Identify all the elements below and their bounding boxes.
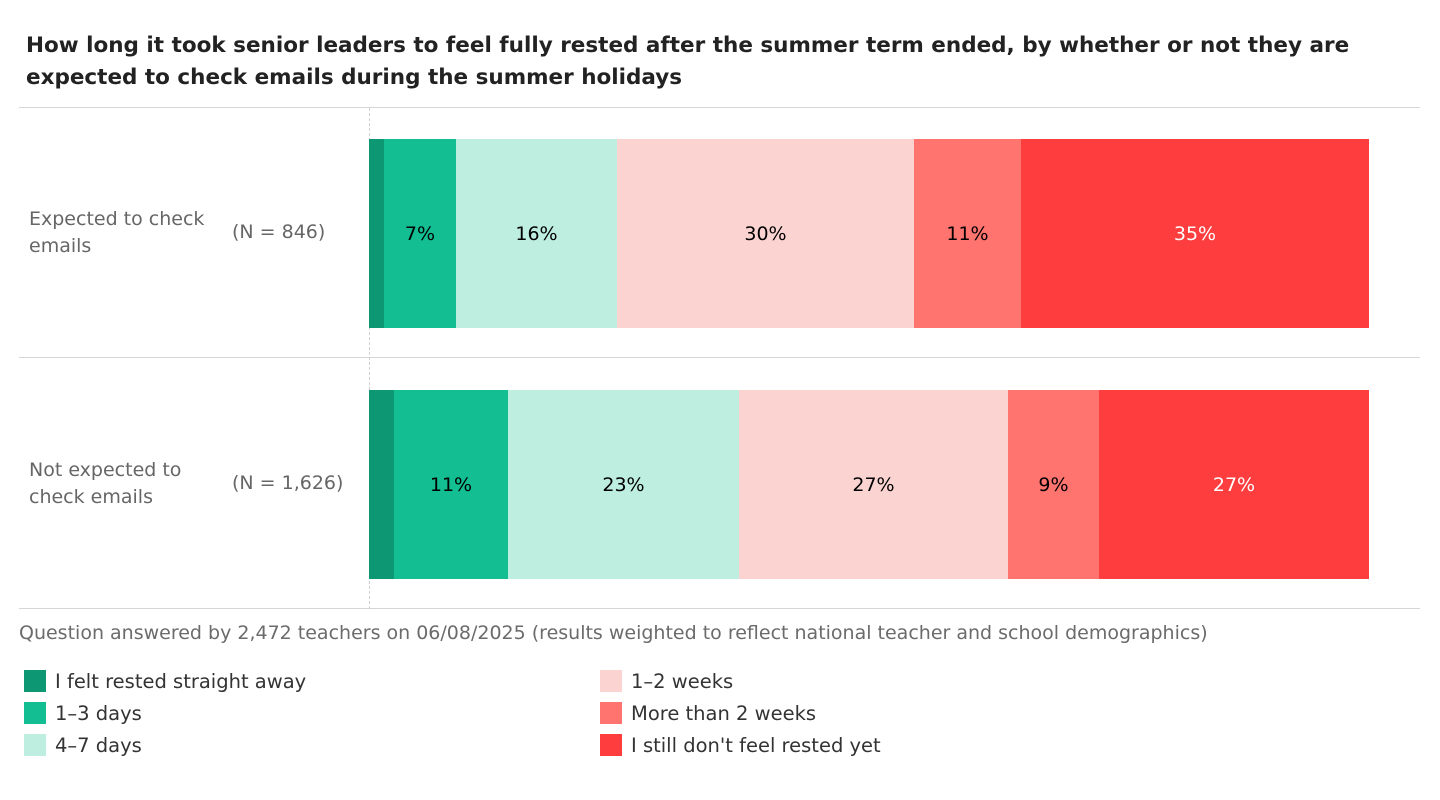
row-divider <box>19 357 1420 358</box>
legend-swatch <box>24 702 46 724</box>
legend-swatch <box>600 670 622 692</box>
bar-segment: 35% <box>1021 139 1369 328</box>
legend-item: More than 2 weeks <box>600 701 816 725</box>
legend-label: 1–2 weeks <box>631 669 734 693</box>
bar-segment: 11% <box>394 390 508 579</box>
legend-swatch <box>24 734 46 756</box>
bar-segment: 7% <box>384 139 456 328</box>
bar-row-not-expected: 11% 23% 27% 9% 27% <box>369 390 1369 579</box>
category-label-not-expected: Not expected to check emails <box>29 459 182 508</box>
legend-item: I still don't feel rested yet <box>600 733 881 757</box>
legend-item: I felt rested straight away <box>24 669 306 693</box>
source-note: Question answered by 2,472 teachers on 0… <box>19 622 1208 644</box>
data-label: 9% <box>1038 473 1069 496</box>
bar-segment: 9% <box>1008 390 1099 579</box>
data-label: 11% <box>946 222 989 245</box>
data-label: 35% <box>1173 222 1217 245</box>
data-label: 7% <box>404 222 436 245</box>
data-label: 23% <box>602 473 645 496</box>
data-label: 27% <box>1212 473 1256 496</box>
bar-segment <box>369 390 394 579</box>
bar-segment: 16% <box>456 139 617 328</box>
bar-segment: 30% <box>617 139 914 328</box>
bar-segment: 27% <box>739 390 1008 579</box>
category-n-not-expected: (N = 1,626) <box>232 472 344 494</box>
bar-segment: 23% <box>508 390 739 579</box>
legend-swatch <box>600 702 622 724</box>
legend-swatch <box>24 670 46 692</box>
top-divider <box>19 107 1420 108</box>
bar-segment <box>369 139 384 328</box>
category-n-expected: (N = 846) <box>232 221 326 243</box>
data-label: 30% <box>744 222 787 245</box>
bottom-divider <box>19 608 1420 609</box>
legend-item: 1–2 weeks <box>600 669 733 693</box>
data-label: 16% <box>515 222 558 245</box>
data-label: 27% <box>852 473 895 496</box>
category-label-expected: Expected to check emails <box>29 208 205 257</box>
legend-label: 4–7 days <box>55 733 142 757</box>
bar-segment: 27% <box>1099 390 1369 579</box>
axis-zero-line <box>369 108 370 609</box>
bar-segment: 11% <box>914 139 1021 328</box>
legend-item: 1–3 days <box>24 701 142 725</box>
legend-label: I still don't feel rested yet <box>631 733 881 757</box>
legend-swatch <box>600 734 622 756</box>
legend-label: More than 2 weeks <box>631 701 817 725</box>
chart-title: How long it took senior leaders to feel … <box>26 33 1350 90</box>
legend-label: I felt rested straight away <box>55 669 307 693</box>
legend-item: 4–7 days <box>24 733 142 757</box>
bar-row-expected: 7% 16% 30% 11% 35% <box>369 139 1369 328</box>
data-label: 11% <box>429 473 473 496</box>
legend-label: 1–3 days <box>55 701 142 725</box>
